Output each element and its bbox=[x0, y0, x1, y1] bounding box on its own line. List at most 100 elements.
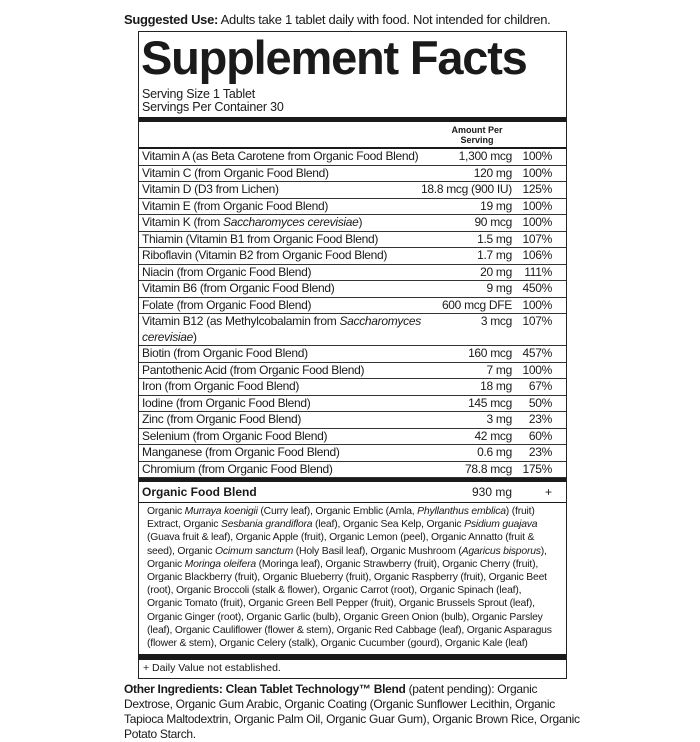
text-segment: (Holy Basil leaf), Organic Mushroom ( bbox=[293, 545, 462, 557]
text-segment: Vitamin B6 (from Organic Food Blend) bbox=[142, 281, 335, 295]
text-segment: Iron (from Organic Food Blend) bbox=[142, 379, 300, 393]
divider-header bbox=[139, 147, 566, 149]
nutrient-amount: 1.5 mg bbox=[477, 231, 512, 246]
nutrient-name: Folate (from Organic Food Blend) bbox=[142, 298, 436, 314]
nutrient-name: Thiamin (Vitamin B1 from Organic Food Bl… bbox=[142, 232, 471, 248]
divider-blend bbox=[139, 478, 566, 482]
nutrient-amount: 600 mcg DFE bbox=[441, 297, 512, 312]
nutrient-daily-value: 107% bbox=[522, 231, 553, 246]
nutrient-daily-value: 106% bbox=[522, 248, 553, 262]
nutrient-amount: 145 mcg bbox=[468, 395, 512, 410]
nutrient-daily-value: 100% bbox=[522, 149, 553, 163]
nutrient-row: Biotin (from Organic Food Blend) 160 mcg 4… bbox=[139, 346, 566, 363]
blend-amount: 930 mg bbox=[471, 485, 512, 499]
nutrient-daily-value: 100% bbox=[522, 198, 553, 213]
text-segment: Riboflavin (Vitamin B2 from Organic Food… bbox=[142, 248, 388, 262]
nutrient-daily-value: 23% bbox=[528, 445, 552, 459]
text-segment: Organic bbox=[147, 506, 185, 517]
nutrient-daily-value: 175% bbox=[522, 461, 553, 476]
text-segment: (Curry leaf), Organic Emblic (Amla, bbox=[257, 506, 418, 517]
nutrient-name: Chromium (from Organic Food Blend) bbox=[142, 462, 459, 478]
nutrient-name: Riboflavin (Vitamin B2 from Organic Food… bbox=[142, 248, 471, 264]
nutrient-row: Niacin (from Organic Food Blend) 20 mg 111… bbox=[139, 264, 566, 281]
italic-text: Phyllanthus emblica bbox=[417, 506, 506, 517]
nutrient-daily-value: 60% bbox=[528, 428, 552, 443]
nutrient-name: Vitamin B6 (from Organic Food Blend) bbox=[142, 281, 481, 297]
label-container: Suggested Use: Adults take 1 tablet dail… bbox=[124, 12, 586, 742]
nutrient-daily-value: 100% bbox=[522, 362, 553, 377]
nutrient-amount: 3 mcg bbox=[480, 314, 512, 328]
nutrient-row: Vitamin A (as Beta Carotene from Organic… bbox=[139, 149, 566, 166]
divider-blend-text bbox=[139, 502, 566, 503]
blend-name: Organic Food Blend bbox=[142, 485, 257, 499]
nutrient-row: Vitamin D (D3 from Lichen) 18.8 mcg (900 … bbox=[139, 182, 566, 199]
suggested-use-label: Suggested Use: bbox=[124, 12, 219, 27]
suggested-use-text: Adults take 1 tablet daily with food. No… bbox=[218, 12, 551, 27]
nutrient-amount: 78.8 mcg bbox=[465, 461, 512, 476]
nutrient-amount: 120 mg bbox=[473, 165, 513, 180]
other-ingredients: Other Ingredients: Clean Tablet Technolo… bbox=[124, 682, 584, 742]
nutrient-amount: 90 mcg bbox=[474, 215, 512, 229]
blend-ingredients: Organic Murraya koenigii (Curry leaf), O… bbox=[139, 503, 566, 654]
nutrient-amount: 0.6 mg bbox=[477, 445, 512, 459]
nutrient-daily-value: 111% bbox=[524, 264, 552, 279]
nutrient-name: Pantothenic Acid (from Organic Food Blen… bbox=[142, 363, 481, 379]
nutrient-daily-value: 457% bbox=[522, 346, 553, 360]
nutrient-row: Zinc (from Organic Food Blend) 3 mg 23% bbox=[139, 412, 566, 429]
text-segment: Thiamin (Vitamin B1 from Organic Food Bl… bbox=[142, 231, 379, 246]
nutrient-row: Vitamin C (from Organic Food Blend) 120 m… bbox=[139, 165, 566, 182]
text-segment: Vitamin B12 (as Methylcobalamin from bbox=[142, 314, 340, 328]
nutrient-name: Iron (from Organic Food Blend) bbox=[142, 379, 474, 395]
italic-text: Moringa oleifera bbox=[184, 558, 257, 570]
text-segment: Chromium (from Organic Food Blend) bbox=[142, 461, 333, 476]
nutrient-amount: 1.7 mg bbox=[477, 248, 512, 262]
italic-text: Murraya koenigii bbox=[184, 506, 258, 517]
nutrient-row: Vitamin B6 (from Organic Food Blend) 9 mg… bbox=[139, 281, 566, 298]
text-segment: ) bbox=[358, 215, 363, 229]
text-segment: (Guava fruit & leaf), Organic Apple (fru… bbox=[147, 532, 535, 557]
text-segment: Pantothenic Acid (from Organic Food Blen… bbox=[142, 362, 365, 377]
text-segment: Iodine (from Organic Food Blend) bbox=[142, 395, 311, 410]
nutrient-amount: 18 mg bbox=[480, 379, 512, 393]
nutrient-daily-value: 450% bbox=[522, 281, 553, 295]
nutrient-row: Vitamin K (from Saccharomyces cerevisiae… bbox=[139, 215, 566, 232]
text-segment: Manganese (from Organic Food Blend) bbox=[142, 445, 340, 459]
nutrient-amount: 18.8 mcg (900 IU) bbox=[421, 182, 512, 196]
nutrient-name: Iodine (from Organic Food Blend) bbox=[142, 396, 462, 412]
serving-size: Serving Size 1 Tablet bbox=[142, 87, 255, 101]
nutrient-name: Vitamin K (from Saccharomyces cerevisiae… bbox=[142, 215, 468, 231]
nutrient-row: Folate (from Organic Food Blend) 600 mcg … bbox=[139, 297, 566, 314]
nutrient-name: Vitamin E (from Organic Food Blend) bbox=[142, 199, 474, 215]
nutrient-amount: 20 mg bbox=[480, 264, 512, 279]
nutrient-daily-value: 50% bbox=[528, 395, 552, 410]
text-segment: (Moringa leaf), Organic Strawberry (frui… bbox=[147, 558, 552, 650]
blend-row: Organic Food Blend 930 mg + bbox=[139, 482, 566, 502]
divider-thick bbox=[139, 117, 566, 122]
nutrient-name: Niacin (from Organic Food Blend) bbox=[142, 265, 474, 281]
italic-text: Sesbania grandiflora bbox=[220, 519, 313, 531]
nutrient-daily-value: 125% bbox=[522, 182, 553, 196]
text-segment: Biotin (from Organic Food Blend) bbox=[142, 346, 308, 360]
text-segment: (leaf), Organic Sea Kelp, Organic bbox=[312, 519, 465, 531]
text-segment: ), Organic bbox=[147, 545, 547, 570]
nutrient-daily-value: 100% bbox=[522, 297, 553, 312]
nutrient-daily-value: 107% bbox=[522, 314, 553, 328]
other-ingredients-label: Other Ingredients: Clean Tablet Technolo… bbox=[124, 682, 406, 697]
supplement-facts-panel: Supplement Facts Serving Size 1 Tablet S… bbox=[138, 31, 567, 680]
text-segment: Vitamin D (D3 from Lichen) bbox=[142, 182, 279, 196]
nutrient-amount: 1,300 mcg bbox=[458, 149, 513, 163]
nutrient-row: Thiamin (Vitamin B1 from Organic Food Bl… bbox=[139, 231, 566, 248]
nutrient-amount: 42 mcg bbox=[474, 428, 512, 443]
amount-header: Amount Per Serving bbox=[451, 125, 503, 145]
nutrient-amount: 3 mg bbox=[486, 412, 513, 426]
nutrient-amount: 160 mcg bbox=[468, 346, 512, 360]
text-segment: Vitamin K (from bbox=[142, 215, 223, 229]
nutrient-row: Chromium (from Organic Food Blend) 78.8 m… bbox=[139, 461, 566, 478]
suggested-use: Suggested Use: Adults take 1 tablet dail… bbox=[124, 12, 586, 28]
footnote: + Daily Value not established. bbox=[143, 662, 281, 675]
nutrient-amount: 7 mg bbox=[486, 362, 513, 377]
text-segment: Folate (from Organic Food Blend) bbox=[142, 297, 312, 312]
nutrient-name: Biotin (from Organic Food Blend) bbox=[142, 346, 462, 362]
nutrient-name: Vitamin D (D3 from Lichen) bbox=[142, 182, 415, 198]
nutrient-name: Zinc (from Organic Food Blend) bbox=[142, 412, 481, 428]
